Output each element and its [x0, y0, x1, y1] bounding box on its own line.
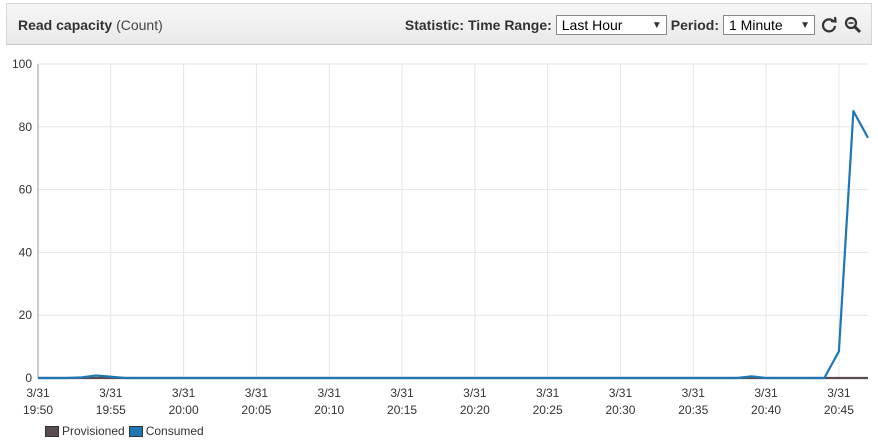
x-tick-time: 20:20	[460, 403, 490, 417]
x-tick-date: 3/31	[536, 386, 560, 400]
y-tick-label: 20	[19, 308, 33, 322]
x-tick-time: 20:00	[169, 403, 199, 417]
chart-title-block: Read capacity (Count)	[18, 17, 163, 33]
chart-controls: Statistic: Time Range: Last Hour ▼ Perio…	[405, 15, 863, 35]
x-tick-date: 3/31	[318, 386, 342, 400]
statistic-label: Statistic:	[404, 17, 464, 33]
x-tick-time: 19:50	[23, 403, 53, 417]
time-range-select[interactable]: Last Hour ▼	[555, 15, 667, 35]
y-tick-label: 60	[19, 183, 33, 197]
time-range-value: Last Hour	[561, 17, 623, 33]
x-tick-date: 3/31	[827, 386, 851, 400]
x-tick-time: 19:55	[96, 403, 126, 417]
chevron-down-icon: ▼	[800, 20, 810, 31]
y-tick-label: 80	[19, 120, 33, 134]
series-line-consumed	[38, 109, 869, 380]
legend-item-consumed[interactable]: Consumed	[128, 424, 204, 438]
x-tick-time: 20:25	[533, 403, 563, 417]
y-tick-label: 0	[25, 371, 32, 385]
x-tick-time: 20:30	[605, 403, 635, 417]
legend-label-provisioned: Provisioned	[62, 424, 125, 438]
zoom-icon[interactable]	[843, 15, 863, 35]
x-tick-date: 3/31	[99, 386, 123, 400]
x-tick-time: 20:45	[824, 403, 854, 417]
refresh-icon[interactable]	[819, 15, 839, 35]
x-tick-date: 3/31	[754, 386, 778, 400]
x-tick-date: 3/31	[463, 386, 487, 400]
legend-swatch-provisioned	[45, 425, 59, 437]
x-tick-date: 3/31	[609, 386, 633, 400]
legend-swatch-consumed	[128, 425, 143, 437]
x-tick-time: 20:10	[314, 403, 344, 417]
chart-title: Read capacity	[18, 17, 113, 33]
legend-item-provisioned[interactable]: Provisioned	[45, 424, 125, 438]
x-tick-time: 20:40	[751, 403, 781, 417]
read-capacity-chart: 0 20 40 60 80 100 3/31 19:50 3/31 19:55 3/31 20:00 3…	[12, 57, 869, 417]
x-tick-time: 20:15	[387, 403, 417, 417]
x-tick-time: 20:05	[241, 403, 271, 417]
x-tick-date: 3/31	[26, 386, 50, 400]
y-tick-label: 40	[19, 245, 33, 259]
time-range-label: Time Range:	[468, 17, 552, 33]
chart-legend: Provisioned Consumed	[45, 424, 208, 438]
x-tick-date: 3/31	[390, 386, 414, 400]
y-tick-label: 100	[12, 57, 32, 71]
x-tick-date: 3/31	[172, 386, 196, 400]
x-tick-date: 3/31	[682, 386, 706, 400]
x-tick-date: 3/31	[245, 386, 269, 400]
period-label: Period:	[670, 17, 719, 33]
chart-unit: (Count)	[116, 17, 163, 33]
period-select[interactable]: 1 Minute ▼	[723, 15, 815, 35]
chart-header: Read capacity (Count) Statistic: Time Ra…	[6, 3, 872, 45]
legend-label-consumed: Consumed	[145, 424, 204, 438]
x-tick-time: 20:35	[678, 403, 708, 417]
period-value: 1 Minute	[729, 17, 783, 33]
chevron-down-icon: ▼	[651, 20, 662, 31]
